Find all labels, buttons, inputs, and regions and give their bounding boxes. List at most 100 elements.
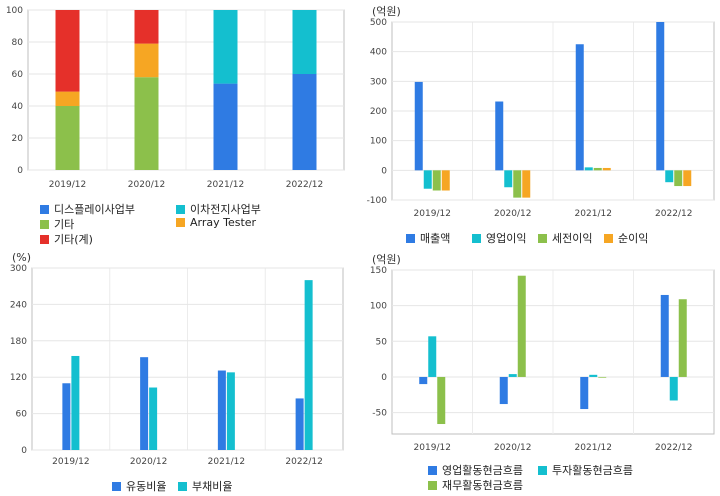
y-tick-label: 60	[12, 70, 24, 80]
bar	[213, 10, 238, 84]
legend-item[interactable]: 영업활동현금흐름	[428, 462, 523, 478]
legend-label: 투자활동현금흐름	[552, 464, 633, 477]
y-tick-label: 40	[12, 102, 24, 112]
x-tick-label: 2022/12	[655, 209, 692, 219]
bar	[665, 170, 674, 183]
bar	[602, 167, 611, 171]
legend-label: 유동비율	[126, 480, 167, 493]
y-tick-label: 60	[16, 410, 28, 420]
bar	[432, 170, 441, 191]
bar	[656, 22, 665, 171]
legend-item[interactable]: Array Tester	[176, 216, 256, 229]
cashflow-plot: -50 0 50 100 150 2019/12 2020/12 2021/12 2022/12	[370, 266, 715, 453]
bar	[504, 170, 513, 188]
legend-label: 매출액	[420, 232, 451, 245]
y-tick-label: 150	[370, 266, 387, 276]
x-tick-label: 2021/12	[575, 209, 612, 219]
bar	[62, 383, 71, 450]
bar	[292, 74, 317, 170]
y-tick-label: 240	[10, 300, 27, 310]
x-tick-label: 2020/12	[494, 443, 531, 453]
bar	[678, 299, 687, 377]
sales-composition-chart: 0 20 40 60 80 100 2019/12 2020/12 2021/12 2022/12…	[0, 0, 360, 248]
x-tick-label: 2022/12	[655, 443, 692, 453]
bar	[674, 170, 683, 187]
legend-label: 디스플레이사업부	[54, 203, 135, 216]
bar	[55, 106, 80, 170]
x-tick-label: 2020/12	[130, 457, 167, 467]
y-tick-label: -100	[367, 196, 388, 206]
income-chart: (억원) -100 0 100 200 300 400 500 2019/12 2020/12 2…	[360, 0, 720, 248]
legend-swatch	[472, 233, 481, 243]
bar	[593, 167, 602, 171]
y-tick-label: 20	[12, 134, 24, 144]
legend-swatch	[112, 481, 121, 491]
legend-item[interactable]: 매출액	[406, 230, 450, 246]
y-tick-label: 0	[381, 373, 387, 383]
legend-item[interactable]: 디스플레이사업부	[40, 201, 135, 217]
bar	[669, 376, 678, 401]
legend-item[interactable]: 세전이익	[538, 230, 592, 246]
y-tick-label: 100	[6, 6, 23, 16]
bar	[660, 294, 669, 377]
bar	[134, 10, 159, 44]
legend-swatch	[40, 234, 49, 244]
y-tick-label: 50	[376, 337, 388, 347]
x-tick-label: 2021/12	[207, 180, 244, 190]
legend-label: 영업이익	[486, 232, 527, 245]
legend-swatch	[428, 465, 437, 475]
legend-item[interactable]: 이차전지사업부	[176, 201, 261, 217]
bar	[522, 170, 531, 198]
income-plot: -100 0 100 200 300 400 500 2019/12 2020/12 2021/1…	[367, 18, 715, 219]
bar	[598, 376, 607, 378]
bar	[513, 170, 522, 198]
legend-swatch	[178, 481, 187, 491]
legend-item[interactable]: 기타	[40, 216, 74, 232]
bar	[304, 280, 313, 450]
bar	[295, 398, 304, 450]
bar	[508, 374, 517, 377]
legend-swatch	[428, 480, 437, 490]
legend-item[interactable]: 순이익	[604, 230, 648, 246]
bar	[589, 374, 598, 377]
bar	[428, 336, 437, 377]
legend-swatch	[538, 465, 547, 475]
bar	[441, 170, 450, 191]
x-tick-label: 2019/12	[52, 457, 89, 467]
legend-swatch	[40, 219, 49, 229]
y-tick-label: 0	[21, 446, 27, 456]
bar	[71, 355, 80, 450]
x-tick-label: 2021/12	[208, 457, 245, 467]
x-tick-label: 2019/12	[414, 443, 451, 453]
bar	[437, 376, 446, 425]
legend-swatch	[176, 218, 185, 227]
bar	[414, 81, 423, 171]
x-tick-label: 2020/12	[494, 209, 531, 219]
bar	[134, 77, 159, 170]
legend-item[interactable]: 재무활동현금흐름	[428, 477, 523, 493]
legend-item[interactable]: 기타(계)	[40, 231, 93, 247]
legend-label: 부채비율	[192, 480, 233, 493]
legend-item[interactable]: 유동비율	[112, 478, 166, 494]
y-tick-label: 0	[381, 166, 387, 176]
bar	[495, 101, 504, 171]
y-tick-label: 100	[370, 302, 387, 312]
y-tick-label: 80	[12, 38, 24, 48]
legend-item[interactable]: 부채비율	[178, 478, 232, 494]
y-tick-label: 300	[10, 264, 27, 274]
bar	[292, 10, 317, 74]
cashflow-unit-label: (억원)	[372, 253, 401, 266]
income-legend: 매출액 영업이익 세전이익 순이익	[360, 226, 720, 246]
bar	[423, 170, 432, 189]
legend-swatch	[40, 204, 49, 214]
legend-item[interactable]: 영업이익	[472, 230, 526, 246]
bar	[213, 83, 238, 170]
ratio-legend: 유동비율 부채비율	[0, 474, 360, 494]
ratio-plot: 0 60 120 180 240 300 2019/12 2020/12 2021/12 2022…	[10, 264, 344, 467]
y-tick-label: 200	[370, 107, 387, 117]
legend-item[interactable]: 투자활동현금흐름	[538, 462, 633, 478]
y-tick-label: 100	[370, 137, 387, 147]
ratio-chart: (%) 0 60 120 180 240 300 2019/12 2020/12 2021/12…	[0, 248, 360, 496]
y-tick-label: 400	[370, 48, 387, 58]
